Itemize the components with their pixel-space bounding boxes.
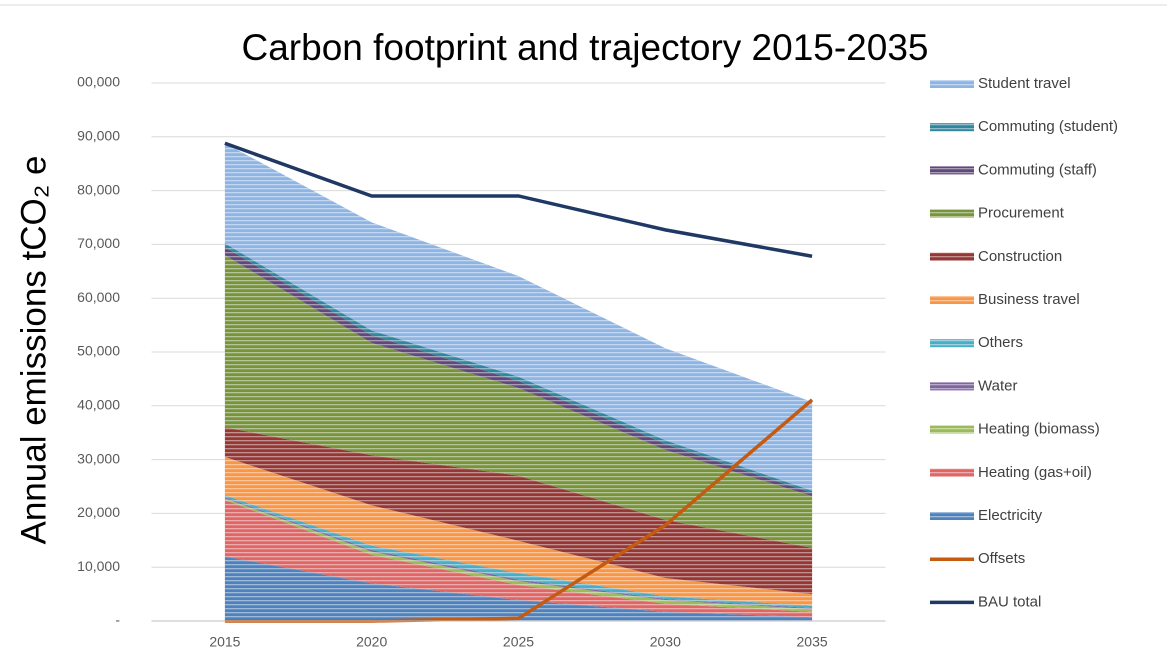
area-hatch (224, 556, 813, 621)
legend-swatch-hatch (930, 512, 974, 520)
x-tick-label: 2025 (503, 634, 534, 650)
legend-swatch-hatch (930, 425, 974, 434)
area-hatch (224, 255, 813, 548)
legend-label: Business travel (978, 291, 1080, 308)
chart-title: Carbon footprint and trajectory 2015-203… (242, 27, 929, 68)
x-tick-label: 2030 (650, 634, 681, 650)
y-tick-label: 60,000 (77, 289, 120, 305)
legend-label: BAU total (978, 593, 1041, 610)
legend-label: Electricity (978, 507, 1043, 524)
y-tick-label: 90,000 (77, 128, 120, 144)
legend-label: Heating (gas+oil) (978, 464, 1092, 481)
legend-label: Construction (978, 248, 1062, 265)
legend-label: Offsets (978, 550, 1025, 567)
legend-label: Student travel (978, 75, 1071, 92)
y-axis-title: Annual emissions tCO₂ e (14, 155, 53, 544)
y-tick-label: 50,000 (77, 343, 120, 359)
legend-label: Commuting (staff) (978, 161, 1097, 178)
legend-swatch-hatch (930, 209, 974, 218)
y-tick-label: 00,000 (77, 74, 120, 90)
y-tick-label: 30,000 (77, 450, 120, 466)
y-tick-label: 20,000 (77, 504, 120, 520)
x-tick-label: 2015 (209, 634, 240, 650)
legend-swatch-hatch (930, 252, 974, 261)
area-hatch (224, 143, 813, 491)
legend-swatch-hatch (930, 468, 974, 477)
legend-swatch-hatch (930, 296, 974, 304)
legend-swatch-hatch (930, 80, 974, 88)
y-tick-label: 40,000 (77, 397, 120, 413)
area-hatch (224, 499, 813, 618)
legend-label: Commuting (student) (978, 118, 1118, 135)
areas (224, 143, 813, 621)
legend-label: Others (978, 334, 1023, 351)
x-tick-label: 2035 (797, 634, 828, 650)
axes: - 10,000 20,000 30,000 40,000 50,000 60,000 70,… (77, 74, 886, 650)
legend-label: Procurement (978, 205, 1065, 222)
area-hatch (224, 427, 813, 595)
y-tick-label: - (115, 612, 120, 628)
area-hatch (224, 456, 813, 606)
legend-swatch-hatch (930, 123, 974, 132)
legend-label: Heating (biomass) (978, 421, 1100, 438)
y-tick-label: 70,000 (77, 235, 120, 251)
legend-swatch-hatch (930, 339, 974, 348)
line (224, 141, 813, 258)
legend-label: Water (978, 377, 1017, 394)
legend: Student travel Commuting (student) Commuti… (930, 75, 1118, 610)
x-tick-label: 2020 (356, 634, 387, 650)
y-tick-label: 10,000 (77, 558, 120, 574)
legend-swatch-hatch (930, 166, 974, 175)
legend-swatch-hatch (930, 382, 974, 391)
y-tick-label: 80,000 (77, 181, 120, 197)
